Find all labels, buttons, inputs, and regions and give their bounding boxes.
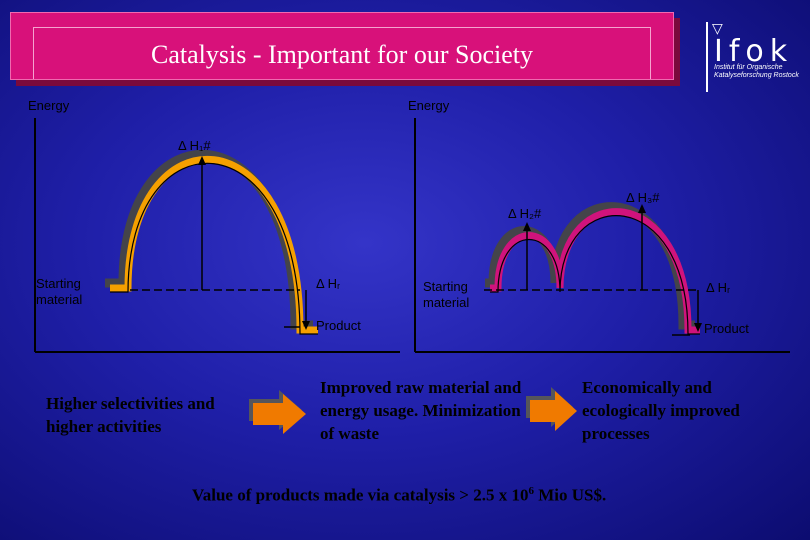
right-barrier3-label: Δ H₃# [626,190,660,205]
value-exponent: 6 [528,485,534,497]
left-curve [110,155,318,334]
logo-subtitle: Institut für Organische Katalyseforschun… [714,64,799,79]
benefit-raw-material: Improved raw material and energy usage. … [320,378,522,443]
left-reaction-label: Δ Hᵣ [316,276,341,291]
right-barrier2-label: Δ H₂# [508,206,542,221]
logo-triangle-icon: ▽ [712,20,723,36]
page-title: Catalysis - Important for our Society [151,40,533,69]
arrow-2-icon [526,387,577,431]
logo-bar [706,22,708,92]
right-start-label: Starting material [423,279,470,310]
left-product-label: Product [316,318,361,333]
right-product-label: Product [704,321,749,336]
value-text: Value of products made via catalysis > 2… [192,485,529,505]
left-energy-label: Energy [28,98,70,113]
logo-word: Ifok [714,34,794,69]
title-banner-frame [33,27,651,79]
benefit-selectivity: Higher selectivities and higher activiti… [46,394,215,436]
benefit-processes: Economically and ecologically improved p… [582,378,740,443]
arrow-1-icon [249,390,306,434]
left-barrier-label: Δ H₁# [178,138,211,153]
right-reaction-label: Δ Hᵣ [706,280,731,295]
ifok-logo: ▽ Ifok Institut für Organische Katalysef… [700,16,805,96]
title-banner [10,12,674,80]
value-suffix: Mio US$. [533,485,607,505]
value-statement: Value of products made via catalysis > 2… [192,480,606,507]
left-start-label: Starting material [36,276,83,307]
right-energy-label: Energy [408,98,450,113]
right-curve-shadow [485,202,695,330]
left-curve-shadow [105,149,313,330]
